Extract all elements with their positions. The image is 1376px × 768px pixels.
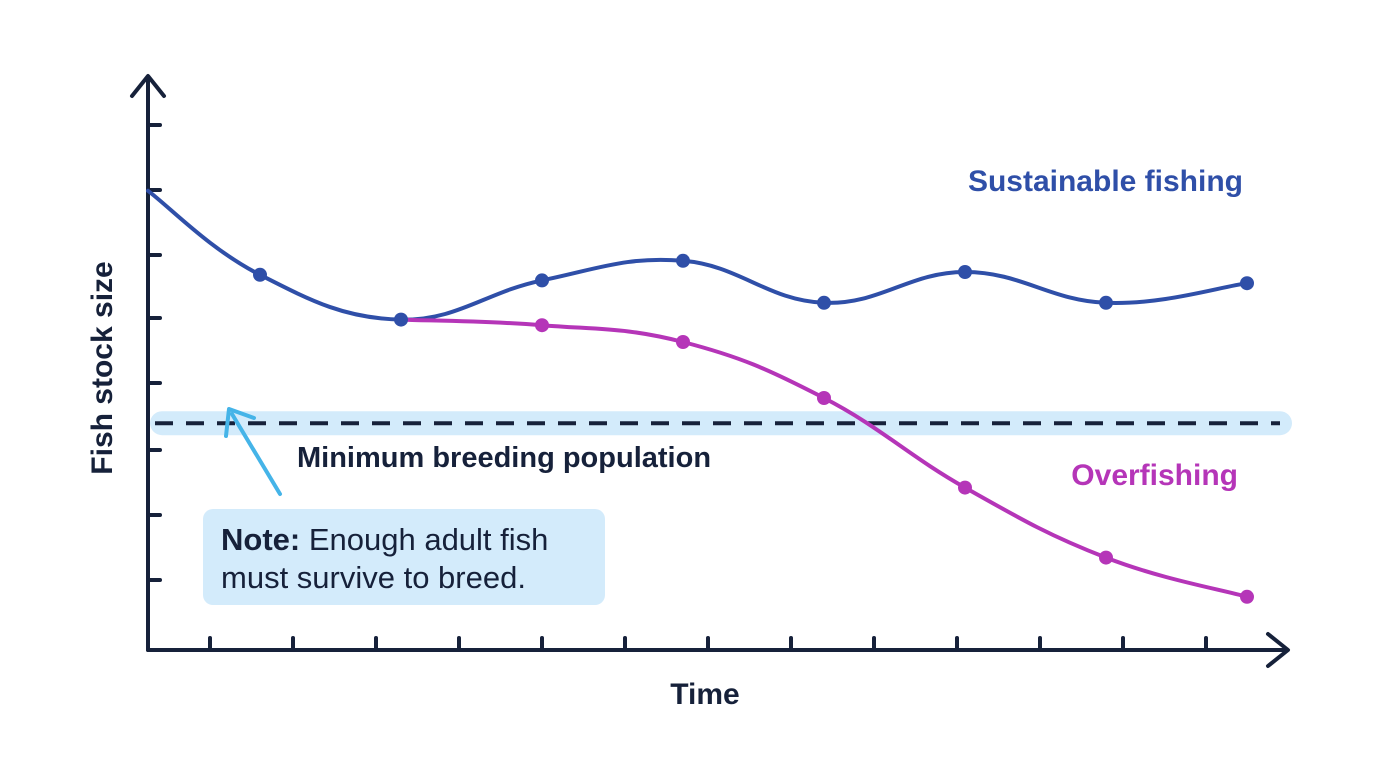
sustainable-point [253,267,267,282]
threshold-group: Minimum breeding population [150,407,1292,496]
note-arrow-shaft [230,412,282,496]
axes: Time Fish stock size [86,74,1290,711]
series-label-sustainable: Sustainable fishing [968,165,1243,198]
note-box: Note: Enough adult fish must survive to … [203,509,605,605]
sustainable-point [394,312,408,327]
note-arrow-head [224,407,256,438]
note-text-line2: must survive to breed. [221,560,526,595]
sustainable-point [958,265,972,279]
note-text-line1: Enough adult fish [300,522,549,557]
overfishing-point [676,335,690,349]
overfishing-point [1099,550,1113,565]
sustainable-point [676,253,690,268]
sustainable-point [535,273,549,288]
labels-group: Sustainable fishing Overfishing [968,165,1243,492]
x-axis-title: Time [670,678,739,711]
y-axis-arrow [130,74,166,98]
y-axis-title: Fish stock size [86,261,119,474]
sustainable-point [1099,295,1113,310]
sustainable-point [1240,276,1254,291]
series-label-overfishing: Overfishing [1071,459,1238,492]
overfishing-point [535,318,549,333]
x-axis-arrow [1266,632,1290,668]
series-group [146,188,1254,604]
series-line-sustainable [146,188,1249,322]
overfishing-point [958,480,972,495]
overfishing-point [817,391,831,405]
sustainable-point [817,295,831,310]
threshold-label: Minimum breeding population [297,442,711,474]
note-bold-label: Note: [221,522,301,557]
overfishing-point [1240,589,1254,604]
